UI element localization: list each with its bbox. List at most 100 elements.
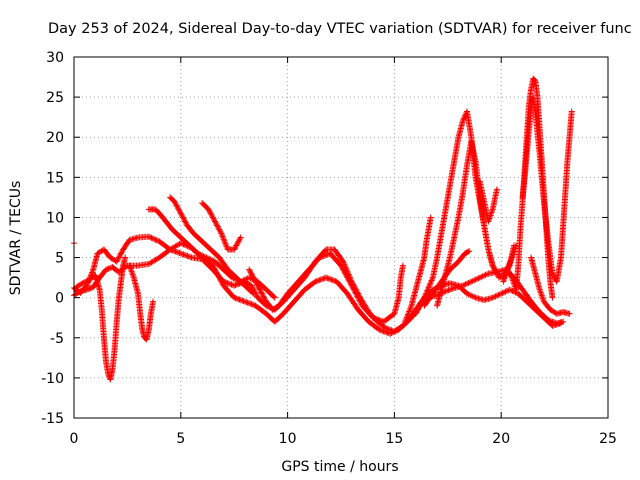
data-point: [207, 256, 214, 263]
y-tick-label: -10: [41, 371, 64, 387]
data-series-track-6: [145, 206, 278, 301]
data-point: [427, 280, 434, 287]
data-point: [253, 279, 260, 286]
data-point: [261, 296, 268, 303]
data-series-track-4: [73, 254, 129, 383]
data-point: [209, 257, 216, 264]
data-point: [315, 277, 322, 284]
data-point: [271, 294, 278, 301]
data-point: [343, 273, 350, 280]
data-point: [213, 269, 220, 276]
data-point: [506, 269, 513, 276]
data-point: [236, 235, 243, 242]
data-point: [214, 271, 221, 278]
data-point: [210, 215, 217, 222]
data-point: [220, 234, 227, 241]
data-point: [235, 296, 242, 303]
data-point: [352, 289, 359, 296]
data-point: [252, 278, 259, 285]
data-point: [421, 293, 428, 300]
data-point: [476, 274, 483, 281]
data-series-track-8: [199, 200, 244, 253]
data-point: [248, 282, 255, 289]
data-point: [566, 310, 573, 317]
data-series-track-7: [167, 194, 257, 297]
data-point: [231, 294, 238, 301]
data-point: [370, 314, 377, 321]
data-series-track-3: [71, 240, 565, 337]
data-point: [185, 253, 192, 260]
data-point: [221, 237, 228, 244]
data-point: [152, 236, 159, 243]
data-point: [506, 286, 513, 293]
data-point: [383, 329, 390, 336]
data-point: [407, 304, 414, 311]
data-point: [313, 278, 320, 285]
data-point: [89, 269, 96, 276]
data-point: [113, 258, 120, 265]
data-point: [204, 255, 211, 262]
data-point: [354, 293, 361, 300]
x-axis-label: GPS time / hours: [281, 459, 398, 475]
data-point: [182, 218, 189, 225]
data-point: [316, 277, 323, 284]
data-point: [419, 297, 426, 304]
data-point: [197, 251, 204, 258]
data-point: [466, 291, 473, 298]
data-point: [180, 251, 187, 258]
data-point: [387, 330, 394, 337]
data-point: [174, 203, 181, 210]
y-tick-label: 0: [55, 291, 64, 307]
data-point: [468, 278, 475, 285]
data-point: [340, 267, 347, 274]
data-point: [375, 316, 382, 323]
data-series-track-13: [421, 248, 473, 309]
data-point: [151, 236, 158, 243]
data-point: [325, 275, 332, 282]
data-point: [339, 265, 346, 272]
data-point: [506, 263, 513, 270]
data-point: [446, 286, 453, 293]
data-point: [214, 222, 221, 229]
data-point: [177, 210, 184, 217]
data-point: [345, 277, 352, 284]
data-point: [219, 233, 226, 240]
data-point: [349, 283, 356, 290]
data-point: [225, 280, 232, 287]
data-point: [323, 274, 330, 281]
data-point: [249, 283, 255, 290]
data-point: [352, 290, 359, 297]
axis-ticks: 0 5 10 15 20 25 -15 -10 -5 0 5 10 15 20 25 30: [41, 50, 617, 447]
data-point: [176, 250, 183, 257]
y-tick-label: -15: [41, 411, 64, 427]
x-tick-label: 15: [385, 431, 403, 447]
data-point: [481, 272, 488, 279]
data-point: [503, 287, 510, 294]
data-point: [218, 231, 225, 238]
data-point: [459, 118, 466, 125]
data-point: [122, 254, 129, 261]
x-tick-label: 20: [492, 431, 510, 447]
data-point: [427, 214, 434, 221]
data-point: [212, 267, 219, 274]
data-point: [381, 328, 388, 335]
data-point: [241, 298, 248, 305]
data-point: [465, 291, 472, 298]
data-point: [320, 275, 327, 282]
data-point: [194, 250, 201, 257]
x-tick-label: 25: [599, 431, 617, 447]
data-point: [258, 290, 265, 297]
data-point: [351, 287, 358, 294]
data-point: [329, 277, 336, 284]
data-point: [82, 278, 89, 285]
data-point: [244, 299, 251, 306]
data-point: [233, 242, 240, 249]
data-point: [403, 315, 410, 322]
y-tick-label: 10: [46, 210, 64, 226]
data-point: [178, 211, 185, 218]
data-series-track-9: [246, 250, 406, 325]
data-point: [174, 205, 181, 212]
data-point: [236, 296, 243, 303]
